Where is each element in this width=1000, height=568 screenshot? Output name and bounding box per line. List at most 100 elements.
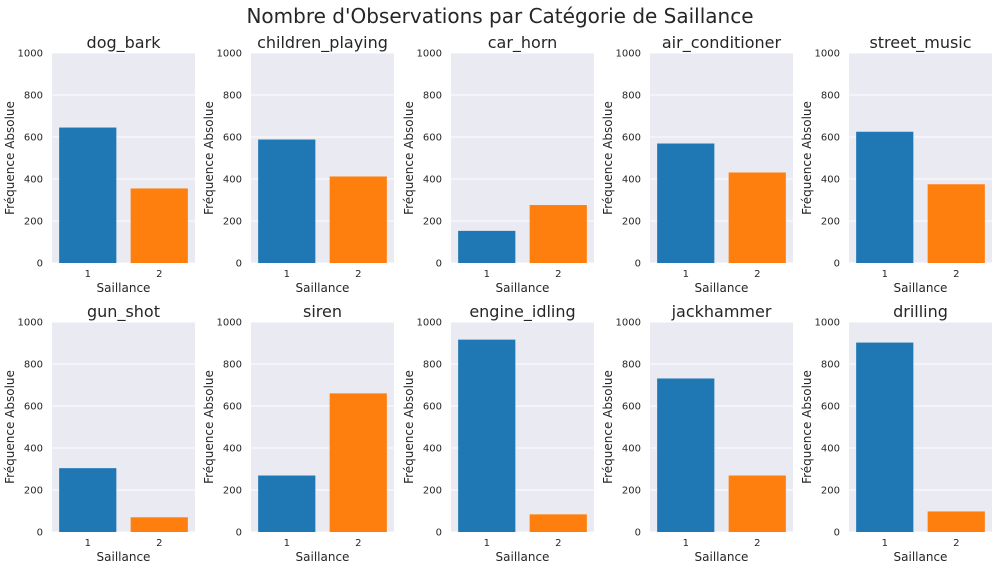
y-tick-label: 400 [423, 444, 442, 455]
subplot-title: car_horn [488, 33, 558, 53]
y-axis-label: Fréquence Absolue [3, 101, 17, 215]
x-tick-label: 2 [754, 269, 760, 280]
subplot-drilling: 0 200 400 600 800 1000 1 2 drilling Saillance Fréq… [800, 302, 992, 564]
y-axis-label: Fréquence Absolue [402, 370, 416, 484]
bar-gun_shot-2 [130, 517, 188, 532]
y-tick-label: 200 [223, 217, 242, 228]
subplot-title: engine_idling [469, 302, 575, 322]
y-tick-label: 400 [622, 175, 641, 186]
y-axis-label: Fréquence Absolue [601, 101, 615, 215]
y-tick-label: 600 [223, 133, 242, 144]
x-axis-label: Saillance [296, 281, 350, 295]
y-tick-label: 1000 [616, 49, 641, 60]
x-tick-label: 1 [683, 269, 689, 280]
y-tick-label: 800 [622, 91, 641, 102]
y-tick-label: 400 [821, 175, 840, 186]
y-tick-label: 200 [622, 217, 641, 228]
bar-siren-2 [329, 393, 387, 532]
bar-jackhammer-1 [657, 378, 715, 532]
y-tick-label: 400 [223, 444, 242, 455]
subplot-title: siren [303, 302, 342, 321]
x-tick-label: 2 [953, 269, 959, 280]
subplot-dog_bark: 0 200 400 600 800 1000 1 2 dog_bark Saillance Fréq… [3, 33, 195, 295]
y-axis-label: Fréquence Absolue [800, 370, 814, 484]
subplot-title: children_playing [257, 33, 388, 53]
subplot-title: dog_bark [87, 33, 162, 53]
x-tick-label: 2 [156, 269, 162, 280]
y-tick-label: 800 [423, 360, 442, 371]
y-axis-label: Fréquence Absolue [601, 370, 615, 484]
x-tick-label: 2 [355, 269, 361, 280]
x-tick-label: 1 [484, 269, 490, 280]
x-tick-label: 2 [754, 538, 760, 549]
y-tick-label: 1000 [217, 49, 242, 60]
x-tick-label: 2 [156, 538, 162, 549]
bar-drilling-2 [927, 511, 985, 532]
x-tick-label: 1 [85, 538, 91, 549]
bar-gun_shot-1 [59, 468, 117, 532]
subplot-engine_idling: 0 200 400 600 800 1000 1 2 engine_idling Saillanc… [402, 302, 594, 564]
subplot-title: street_music [869, 33, 971, 53]
x-tick-label: 2 [555, 269, 561, 280]
subplot-jackhammer: 0 200 400 600 800 1000 1 2 jackhammer Saillance Fr… [601, 302, 793, 564]
x-axis-label: Saillance [496, 281, 550, 295]
y-tick-label: 800 [24, 360, 43, 371]
y-tick-label: 600 [622, 133, 641, 144]
subplot-title: drilling [893, 302, 948, 321]
y-tick-label: 400 [223, 175, 242, 186]
y-tick-label: 0 [37, 259, 43, 270]
y-tick-label: 200 [223, 486, 242, 497]
subplot-title: gun_shot [87, 302, 160, 322]
x-tick-label: 2 [555, 538, 561, 549]
y-axis-label: Fréquence Absolue [3, 370, 17, 484]
y-tick-label: 800 [821, 360, 840, 371]
bar-dog_bark-2 [130, 188, 188, 263]
y-tick-label: 0 [436, 528, 442, 539]
x-tick-label: 2 [953, 538, 959, 549]
y-tick-label: 600 [24, 402, 43, 413]
y-tick-label: 1000 [417, 49, 442, 60]
y-tick-label: 0 [436, 259, 442, 270]
y-axis-label: Fréquence Absolue [402, 101, 416, 215]
x-axis-label: Saillance [695, 281, 749, 295]
y-tick-label: 600 [821, 402, 840, 413]
y-axis-label: Fréquence Absolue [202, 370, 216, 484]
y-tick-label: 1000 [616, 318, 641, 329]
bar-street_music-1 [856, 131, 914, 263]
subplot-street_music: 0 200 400 600 800 1000 1 2 street_music Saillance… [800, 33, 992, 295]
y-tick-label: 0 [834, 528, 840, 539]
y-tick-label: 400 [423, 175, 442, 186]
y-tick-label: 0 [635, 259, 641, 270]
x-tick-label: 1 [284, 269, 290, 280]
x-axis-label: Saillance [296, 550, 350, 564]
y-tick-label: 200 [423, 217, 442, 228]
x-axis-label: Saillance [97, 281, 151, 295]
y-tick-label: 200 [622, 486, 641, 497]
y-tick-label: 200 [423, 486, 442, 497]
bar-engine_idling-2 [529, 514, 587, 532]
figure-title: Nombre d'Observations par Catégorie de S… [246, 4, 754, 28]
y-tick-label: 400 [24, 175, 43, 186]
y-tick-label: 1000 [815, 49, 840, 60]
y-axis-label: Fréquence Absolue [800, 101, 814, 215]
bar-car_horn-2 [529, 205, 587, 263]
y-tick-label: 800 [622, 360, 641, 371]
y-tick-label: 400 [821, 444, 840, 455]
x-axis-label: Saillance [894, 281, 948, 295]
y-tick-label: 800 [24, 91, 43, 102]
x-tick-label: 1 [284, 538, 290, 549]
bar-dog_bark-1 [59, 127, 117, 263]
y-tick-label: 600 [423, 133, 442, 144]
x-tick-label: 1 [484, 538, 490, 549]
y-tick-label: 0 [236, 528, 242, 539]
y-tick-label: 400 [24, 444, 43, 455]
y-tick-label: 600 [223, 402, 242, 413]
y-tick-label: 200 [24, 486, 43, 497]
subplot-gun_shot: 0 200 400 600 800 1000 1 2 gun_shot Saillance Fréq… [3, 302, 195, 564]
y-tick-label: 1000 [18, 49, 43, 60]
y-tick-label: 1000 [417, 318, 442, 329]
y-tick-label: 0 [236, 259, 242, 270]
y-tick-label: 800 [821, 91, 840, 102]
x-tick-label: 2 [355, 538, 361, 549]
